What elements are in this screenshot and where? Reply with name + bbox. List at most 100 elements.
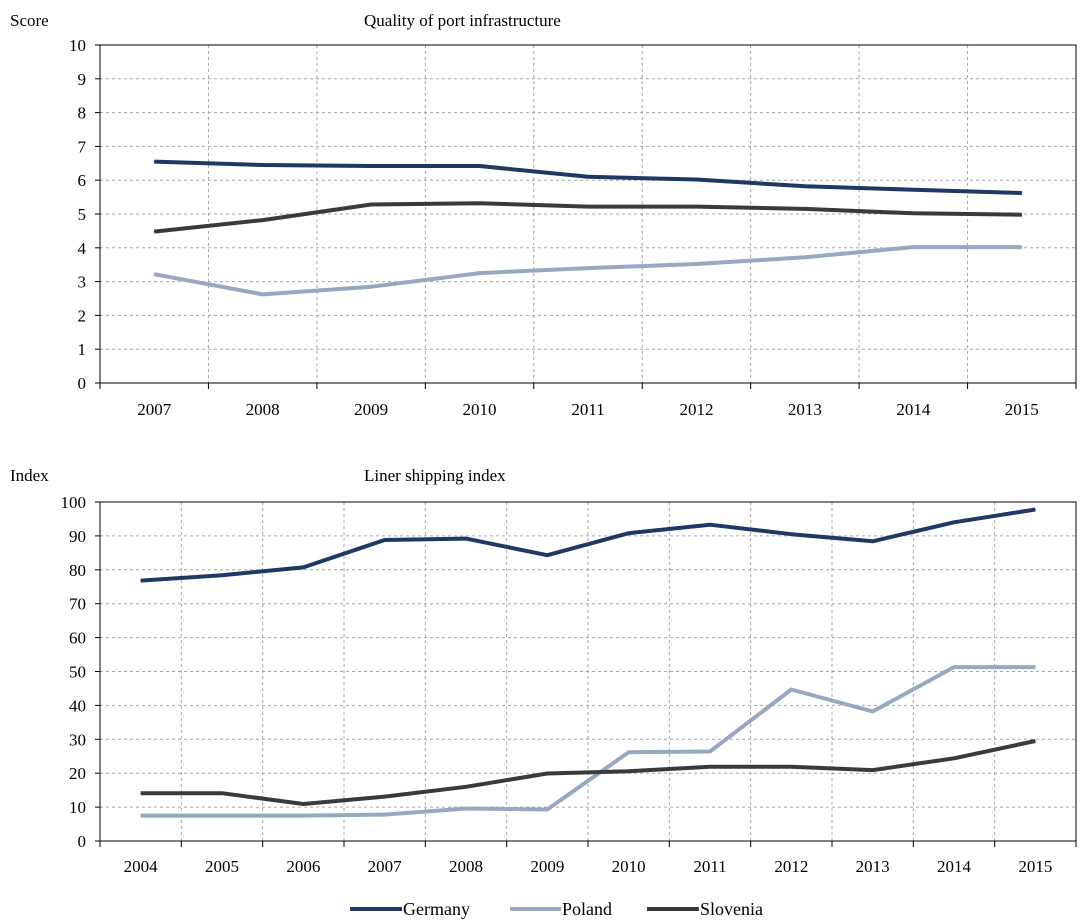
liner-shipping-point-germany-2011	[709, 524, 711, 526]
port-infrastructure-point-slovenia-2015	[1021, 214, 1023, 216]
liner-shipping-ytick-90: 90	[69, 527, 86, 546]
liner-shipping-point-poland-2012	[790, 689, 792, 690]
liner-shipping-point-slovenia-2007	[384, 796, 386, 798]
port-infrastructure-xtick-2008: 2008	[246, 400, 280, 419]
port-infrastructure-point-slovenia-2007	[153, 231, 155, 233]
legend-item-slovenia: Slovenia	[647, 899, 763, 919]
port-infrastructure-point-germany-2008	[262, 164, 264, 166]
liner-shipping-point-slovenia-2014	[953, 757, 955, 759]
liner-shipping-point-germany-2010	[628, 532, 630, 534]
port-infrastructure-point-germany-2007	[153, 161, 155, 163]
port-infrastructure-xtick-2009: 2009	[354, 400, 388, 419]
liner-shipping-point-poland-2009	[546, 809, 548, 810]
port-infrastructure-point-slovenia-2011	[587, 206, 589, 208]
liner-shipping-point-slovenia-2010	[628, 770, 630, 772]
port-infrastructure-point-poland-2011	[587, 267, 589, 269]
liner-shipping-point-slovenia-2013	[872, 769, 874, 771]
port-infrastructure-series-slovenia	[153, 201, 1022, 234]
liner-shipping-point-poland-2013	[872, 711, 874, 712]
liner-shipping-point-germany-2006	[302, 566, 304, 568]
port-infrastructure-point-slovenia-2010	[479, 202, 481, 204]
chart-2-title: Liner shipping index	[364, 466, 506, 485]
liner-shipping-point-poland-2004	[140, 815, 142, 817]
liner-shipping-series-slovenia	[140, 739, 1036, 806]
port-infrastructure-point-slovenia-2013	[804, 208, 806, 210]
liner-shipping-xtick-2010: 2010	[612, 857, 646, 876]
port-infrastructure-point-poland-2009	[370, 286, 372, 288]
liner-shipping-point-slovenia-2009	[546, 773, 548, 774]
legend: Germany Poland Slovenia	[350, 899, 763, 919]
liner-shipping-point-germany-2008	[465, 538, 467, 540]
liner-shipping-point-poland-2011	[709, 751, 711, 752]
liner-shipping-point-germany-2004	[140, 580, 142, 582]
port-infrastructure-point-germany-2011	[587, 176, 589, 178]
liner-shipping-point-poland-2006	[302, 815, 304, 817]
port-infrastructure-point-poland-2010	[479, 272, 481, 274]
port-infrastructure-xtick-2013: 2013	[788, 400, 822, 419]
port-infrastructure-point-poland-2015	[1021, 246, 1023, 248]
port-infrastructure-point-slovenia-2012	[695, 206, 697, 208]
port-infrastructure-point-germany-2012	[695, 179, 697, 180]
liner-shipping-xtick-2009: 2009	[530, 857, 564, 876]
port-infrastructure-xtick-2007: 2007	[137, 400, 172, 419]
port-infrastructure-xtick-2011: 2011	[571, 400, 604, 419]
liner-shipping-point-poland-2014	[953, 666, 955, 668]
port-infrastructure-point-germany-2015	[1021, 192, 1023, 194]
legend-item-germany: Germany	[350, 899, 470, 919]
port-infrastructure-point-germany-2013	[804, 185, 806, 187]
liner-shipping-ytick-20: 20	[69, 764, 86, 783]
port-infrastructure-point-germany-2009	[370, 165, 372, 167]
port-infrastructure-point-poland-2013	[804, 256, 806, 258]
port-infrastructure-point-poland-2008	[262, 293, 264, 295]
liner-shipping-ytick-30: 30	[69, 730, 86, 749]
liner-shipping-ytick-70: 70	[69, 595, 86, 614]
liner-shipping-point-germany-2007	[384, 539, 386, 541]
liner-shipping-point-poland-2007	[384, 814, 386, 816]
liner-shipping-ytick-10: 10	[69, 798, 86, 817]
liner-shipping-xtick-2006: 2006	[286, 857, 320, 876]
port-infrastructure-ytick-6: 6	[78, 171, 87, 190]
liner-shipping-ytick-100: 100	[61, 493, 87, 512]
port-infrastructure-ytick-2: 2	[78, 306, 87, 325]
port-infrastructure-point-germany-2010	[479, 165, 481, 167]
liner-shipping-point-germany-2015	[1034, 509, 1036, 510]
port-infrastructure-point-poland-2012	[695, 263, 697, 265]
liner-shipping-xtick-2011: 2011	[693, 857, 726, 876]
liner-shipping-series-germany	[140, 507, 1036, 583]
liner-shipping-xtick-2008: 2008	[449, 857, 483, 876]
legend-label-poland: Poland	[562, 899, 612, 919]
port-infrastructure-ytick-1: 1	[78, 340, 87, 359]
liner-shipping-ytick-50: 50	[69, 663, 86, 682]
liner-shipping-point-germany-2005	[221, 574, 223, 576]
liner-shipping-point-germany-2012	[790, 533, 792, 535]
liner-shipping-ytick-80: 80	[69, 561, 86, 580]
port-infrastructure-ytick-7: 7	[78, 137, 87, 156]
port-infrastructure-point-slovenia-2014	[912, 212, 914, 214]
liner-shipping-point-germany-2009	[546, 554, 548, 556]
liner-shipping-point-slovenia-2012	[790, 766, 792, 768]
chart-1-title: Quality of port infrastructure	[364, 11, 561, 30]
liner-shipping-xtick-2007: 2007	[368, 857, 403, 876]
liner-shipping-point-slovenia-2004	[140, 792, 142, 794]
port-infrastructure-ytick-9: 9	[78, 70, 87, 89]
liner-shipping-xtick-2005: 2005	[205, 857, 239, 876]
liner-shipping-ytick-60: 60	[69, 629, 86, 648]
liner-shipping-point-poland-2005	[221, 815, 223, 817]
port-infrastructure-xtick-2012: 2012	[679, 400, 713, 419]
liner-shipping-point-slovenia-2005	[221, 792, 223, 794]
legend-label-slovenia: Slovenia	[700, 899, 763, 919]
liner-shipping-point-germany-2014	[953, 521, 955, 523]
liner-shipping-point-slovenia-2008	[465, 786, 467, 788]
liner-shipping-ytick-40: 40	[69, 696, 86, 715]
port-infrastructure-xtick-2015: 2015	[1005, 400, 1039, 419]
liner-shipping-chart: Index Liner shipping index 0 10 20 30 40 50 60…	[10, 466, 1077, 876]
liner-shipping-ytick-0: 0	[78, 832, 87, 851]
port-infrastructure-ytick-10: 10	[69, 36, 86, 55]
port-infrastructure-ytick-5: 5	[78, 205, 87, 224]
liner-shipping-xtick-2014: 2014	[937, 857, 972, 876]
liner-shipping-point-poland-2008	[465, 808, 467, 809]
port-infrastructure-series-poland	[153, 245, 1022, 297]
liner-shipping-point-poland-2010	[628, 751, 630, 753]
port-infrastructure-xtick-2010: 2010	[463, 400, 497, 419]
